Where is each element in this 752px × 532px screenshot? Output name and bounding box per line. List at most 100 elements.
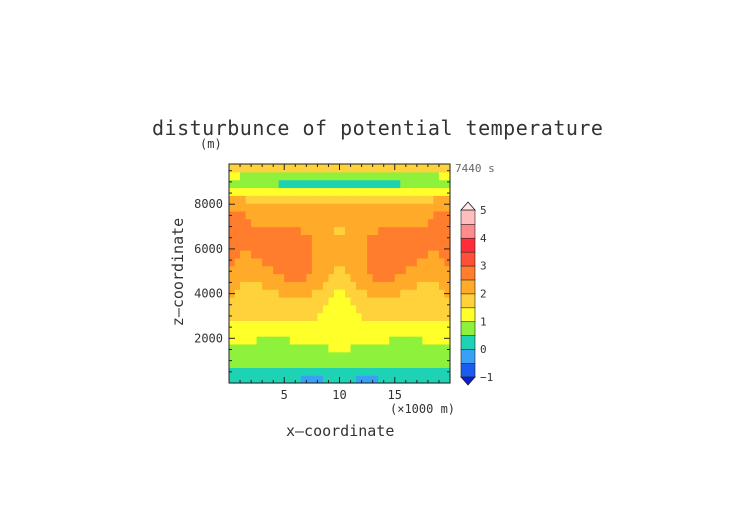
field-cell [306, 210, 313, 220]
field-cell [427, 367, 435, 376]
field-cell [251, 312, 258, 322]
field-cell [322, 187, 330, 196]
field-cell [361, 242, 368, 251]
field-cell [389, 250, 396, 259]
field-cell [300, 234, 307, 243]
field-cell [322, 359, 330, 368]
field-cell [229, 164, 236, 173]
field-cell [422, 234, 429, 243]
field-cell [267, 226, 274, 235]
field-cell [295, 351, 302, 361]
field-cell [372, 328, 379, 337]
field-cell [383, 320, 390, 329]
field-cell [416, 367, 423, 376]
field-cell [394, 218, 401, 228]
field-cell [405, 226, 412, 235]
field-cell [278, 195, 285, 204]
field-cell [234, 304, 241, 314]
field-cell [339, 171, 346, 181]
field-cell [372, 226, 379, 235]
field-cell [256, 328, 263, 337]
field-cell [322, 195, 330, 204]
field-cell [240, 281, 247, 290]
field-cell [433, 312, 440, 322]
field-cell [389, 320, 396, 329]
x-tick-label: 15 [388, 388, 402, 402]
colorbar-segment [460, 209, 476, 225]
field-cell [378, 203, 385, 212]
field-cell [256, 226, 263, 235]
field-cell [411, 242, 418, 251]
field-cell [416, 171, 423, 181]
field-cell [300, 179, 307, 189]
field-cell [416, 320, 423, 329]
field-cell [262, 343, 269, 353]
field-cell [322, 179, 330, 189]
field-cell [389, 203, 396, 212]
field-cell [427, 164, 435, 173]
field-cell [234, 195, 241, 204]
field-cell [289, 367, 296, 376]
field-cell [300, 296, 307, 306]
field-cell [372, 375, 379, 384]
field-cell [422, 226, 429, 235]
field-cell [444, 281, 451, 290]
field-cell [356, 375, 363, 384]
field-cell [383, 328, 390, 337]
field-cell [245, 304, 252, 314]
field-cell [267, 351, 274, 361]
field-cell [345, 203, 352, 212]
field-cell [317, 187, 324, 196]
field-cell [394, 210, 401, 220]
field-cell [333, 210, 341, 220]
field-cell [433, 367, 440, 376]
field-cell [311, 242, 318, 251]
field-cell [306, 171, 313, 181]
field-cell [389, 289, 396, 298]
field-cell [345, 312, 352, 322]
field-cell [339, 203, 346, 212]
field-cell [229, 328, 236, 337]
field-cell [356, 242, 363, 251]
field-cell [394, 265, 401, 275]
field-cell [378, 296, 385, 306]
field-cell [367, 195, 374, 204]
field-cell [444, 218, 451, 228]
field-cell [383, 273, 390, 282]
field-cell [400, 273, 407, 282]
field-cell [306, 164, 313, 173]
field-cell [328, 273, 335, 282]
field-cell [295, 242, 302, 251]
field-cell [295, 171, 302, 181]
field-cell [273, 343, 280, 353]
field-cell [328, 195, 335, 204]
field-cell [400, 242, 407, 251]
field-cell [339, 234, 346, 243]
field-cell [278, 250, 285, 259]
field-cell [306, 343, 313, 353]
field-cell [267, 343, 274, 353]
field-cell [284, 281, 291, 290]
field-cell [427, 171, 435, 181]
field-cell [251, 265, 258, 275]
field-cell [245, 164, 252, 173]
field-cell [317, 218, 324, 228]
field-cell [367, 351, 374, 361]
field-cell [251, 187, 258, 196]
field-cell [278, 320, 285, 329]
field-cell [356, 234, 363, 243]
colorbar-segment [460, 321, 476, 336]
field-cell [317, 336, 324, 345]
field-cell [394, 351, 401, 361]
field-cell [438, 336, 446, 345]
field-cell [416, 218, 423, 228]
contour-field [229, 164, 451, 384]
field-cell [262, 304, 269, 314]
field-cell [245, 210, 252, 220]
field-cell [427, 375, 435, 384]
field-cell [394, 164, 401, 173]
field-cell [345, 296, 352, 306]
field-cell [394, 375, 401, 384]
field-cell [245, 242, 252, 251]
field-cell [273, 218, 280, 228]
